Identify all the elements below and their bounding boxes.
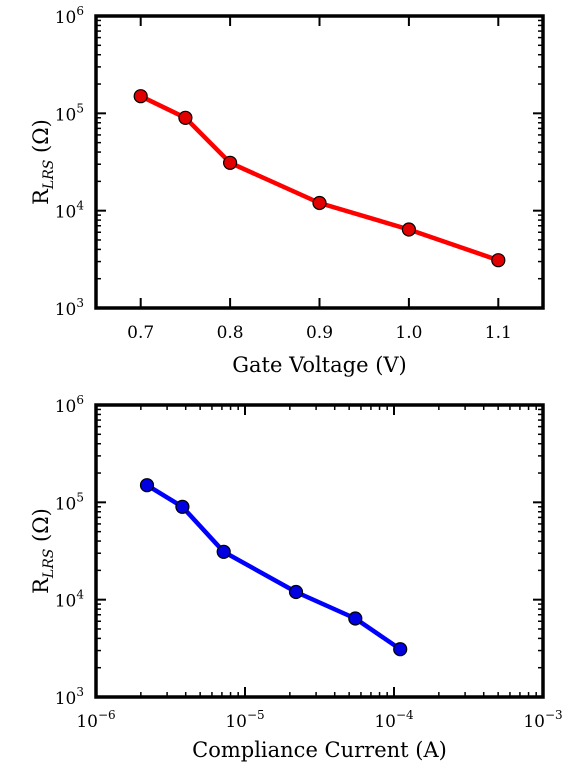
x-axis-ticks: 10−6 10−5 10−4 10−3 [76, 405, 563, 732]
y-axis-ticks: 103 104 105 106 [55, 393, 543, 709]
y-minor-ticks [96, 19, 543, 280]
y-tick-label: 105 [55, 490, 84, 514]
data-point [348, 611, 363, 626]
x-axis-label: Gate Voltage (V) [232, 353, 407, 377]
data-point [393, 642, 408, 657]
data-point [175, 499, 190, 514]
data-point [178, 110, 193, 125]
data-point [133, 89, 148, 104]
data-point [401, 222, 416, 237]
y-minor-ticks [96, 408, 543, 669]
x-tick-label: 10−6 [76, 708, 115, 732]
x-tick-label: 10−3 [523, 708, 562, 732]
series-1 [139, 478, 408, 657]
y-tick-label: 103 [55, 296, 84, 320]
data-point [491, 253, 506, 268]
data-point [223, 155, 238, 170]
x-tick-label: 0.8 [217, 323, 244, 343]
chart-1: 103 104 105 106 0.7 0.8 0.9 1.0 1.1 Gate Voltage … [29, 4, 545, 377]
plot-frame [94, 14, 545, 310]
y-tick-label: 106 [55, 4, 84, 28]
y-tick-label: 106 [55, 393, 84, 417]
y-tick-label: 104 [55, 199, 85, 223]
series-line [138, 93, 501, 263]
data-point [139, 478, 155, 493]
x-tick-label: 10−5 [225, 708, 264, 732]
x-tick-label: 1.1 [485, 323, 512, 343]
x-tick-label: 10−4 [374, 708, 414, 732]
data-point [312, 195, 327, 211]
y-axis-ticks: 103 104 105 106 [55, 4, 543, 320]
data-point [288, 584, 304, 600]
x-axis-label: Compliance Current (A) [192, 738, 447, 762]
x-axis-ticks: 0.7 0.8 0.9 1.0 1.1 [127, 16, 512, 343]
x-minor-ticks [140, 405, 537, 697]
x-tick-label: 0.9 [306, 323, 333, 343]
x-tick-label: 1.0 [395, 323, 422, 343]
y-tick-label: 103 [55, 685, 84, 709]
y-tick-label: 105 [55, 101, 84, 125]
x-tick-label: 0.7 [127, 323, 154, 343]
y-tick-label: 104 [55, 588, 85, 612]
series-1 [133, 89, 506, 268]
data-point [216, 544, 231, 559]
plot-frame [94, 403, 545, 699]
chart-2: 103 104 105 106 10−6 10−5 10−4 10−3 Compliance C… [29, 393, 563, 762]
y-axis-label: RLRS (Ω) [29, 119, 57, 205]
y-axis-label: RLRS (Ω) [29, 508, 57, 594]
